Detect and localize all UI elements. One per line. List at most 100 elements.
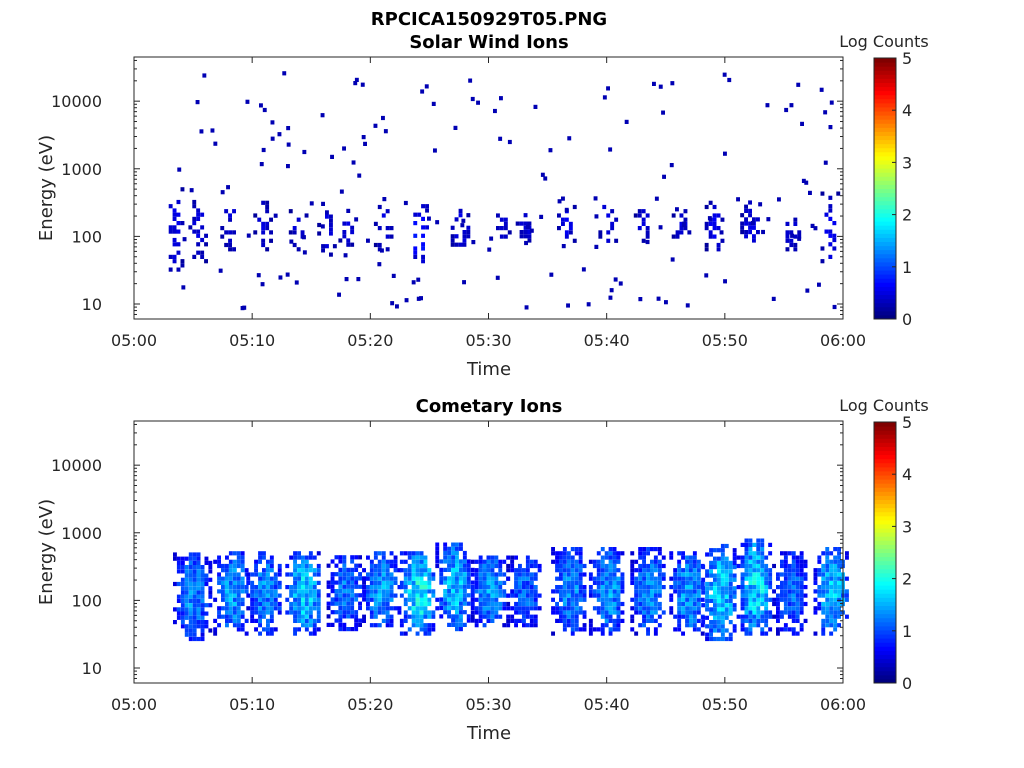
- heatmap-cell: [578, 555, 583, 560]
- heatmap-cell: [829, 568, 834, 573]
- heatmap-cell: [728, 607, 733, 612]
- heatmap-cell: [466, 559, 471, 564]
- heatmap-cell: [837, 623, 841, 628]
- heatmap-cell: [642, 559, 646, 564]
- heatmap-cell: [232, 572, 237, 577]
- colorbar-swatch: [874, 111, 896, 116]
- heatmap-cell: [192, 603, 197, 608]
- colorbar-swatch: [874, 135, 896, 141]
- heatmap-cell: [600, 555, 605, 560]
- heatmap-cell: [555, 606, 559, 611]
- heatmap-cell: [377, 247, 382, 252]
- heatmap-cell: [381, 593, 386, 598]
- heatmap-cell: [385, 623, 390, 628]
- heatmap-cell: [369, 593, 374, 598]
- heatmap-cell: [689, 580, 693, 585]
- heatmap-cell: [634, 585, 639, 590]
- heatmap-cell: [833, 601, 838, 607]
- heatmap-cell: [240, 623, 245, 628]
- heatmap-cell: [462, 597, 467, 602]
- x-tick-label: 05:20: [347, 331, 393, 350]
- heatmap-cell: [559, 593, 563, 598]
- heatmap-cell: [196, 581, 201, 587]
- heatmap-cell: [638, 555, 643, 560]
- heatmap-cell: [373, 555, 378, 560]
- heatmap-cell: [236, 606, 241, 611]
- heatmap-cell: [240, 559, 245, 564]
- heatmap-cell: [760, 597, 765, 602]
- heatmap-cell: [316, 601, 321, 607]
- colorbar-swatch: [874, 654, 896, 660]
- heatmap-cell: [685, 568, 689, 573]
- heatmap-cell: [724, 590, 729, 595]
- heatmap-cell: [358, 605, 362, 611]
- heatmap-cell: [244, 631, 249, 636]
- heatmap-cell: [411, 580, 416, 585]
- heatmap-cell: [780, 572, 784, 577]
- colorbar-swatch: [874, 576, 896, 582]
- heatmap-cell: [681, 610, 685, 615]
- heatmap-cell: [494, 559, 499, 564]
- heatmap-cell: [641, 217, 646, 222]
- heatmap-cell: [254, 572, 258, 577]
- heatmap-cell: [696, 610, 701, 615]
- heatmap-cell: [679, 230, 684, 235]
- heatmap-cell: [269, 627, 274, 632]
- heatmap-cell: [377, 576, 382, 581]
- y-tick-label: 1000: [61, 524, 102, 543]
- heatmap-cell: [269, 576, 274, 581]
- heatmap-cell: [630, 606, 635, 611]
- heatmap-cell: [692, 568, 697, 573]
- heatmap-cell: [176, 565, 181, 570]
- heatmap-cell: [285, 572, 290, 577]
- heatmap-cell: [269, 631, 274, 636]
- heatmap-cell: [795, 568, 800, 573]
- heatmap-cell: [498, 614, 503, 619]
- heatmap-cell: [503, 226, 508, 231]
- heatmap-cell: [188, 598, 193, 603]
- burst: [772, 551, 808, 636]
- heatmap-cell: [562, 559, 567, 564]
- heatmap-cell: [478, 559, 483, 564]
- heatmap-cell: [720, 628, 725, 633]
- heatmap-cell: [768, 580, 773, 585]
- heatmap-cell: [833, 627, 838, 632]
- heatmap-cell: [297, 610, 301, 615]
- heatmap-cell: [821, 610, 826, 615]
- heatmap-cell: [712, 226, 717, 231]
- colorbar-swatch: [874, 208, 896, 214]
- heatmap-cell: [791, 563, 796, 569]
- heatmap-cell: [254, 618, 258, 623]
- heatmap-cell: [459, 597, 463, 602]
- heatmap-cell: [612, 559, 617, 564]
- heatmap-cell: [454, 234, 459, 239]
- heatmap-cell: [188, 624, 193, 629]
- colorbar-swatch: [874, 78, 896, 83]
- heatmap-cell: [828, 216, 833, 221]
- heatmap-cell: [188, 603, 193, 608]
- heatmap-cell: [760, 585, 765, 590]
- heatmap-cell: [562, 580, 567, 585]
- heatmap-cell: [316, 606, 321, 611]
- heatmap-cell: [377, 242, 382, 248]
- heatmap-cell: [525, 563, 530, 569]
- heatmap-cell: [833, 568, 838, 573]
- heatmap-cell: [787, 606, 792, 611]
- heatmap-cell: [293, 627, 297, 632]
- heatmap-cell: [316, 551, 321, 556]
- heatmap-cell: [833, 563, 838, 569]
- heatmap-cell: [225, 568, 229, 573]
- heatmap-cell: [525, 572, 530, 577]
- heatmap-cell: [453, 125, 458, 130]
- heatmap-cell: [548, 148, 553, 153]
- heatmap-cell: [653, 618, 658, 623]
- heatmap-cell: [821, 568, 826, 573]
- heatmap-cell: [642, 593, 646, 598]
- colorbar-swatch: [874, 102, 896, 108]
- heatmap-cell: [533, 585, 538, 590]
- heatmap-cell: [551, 589, 555, 594]
- x-tick-label: 05:00: [111, 331, 157, 350]
- heatmap-cell: [204, 556, 209, 561]
- heatmap-cell: [366, 572, 370, 577]
- heatmap-cell: [681, 576, 685, 581]
